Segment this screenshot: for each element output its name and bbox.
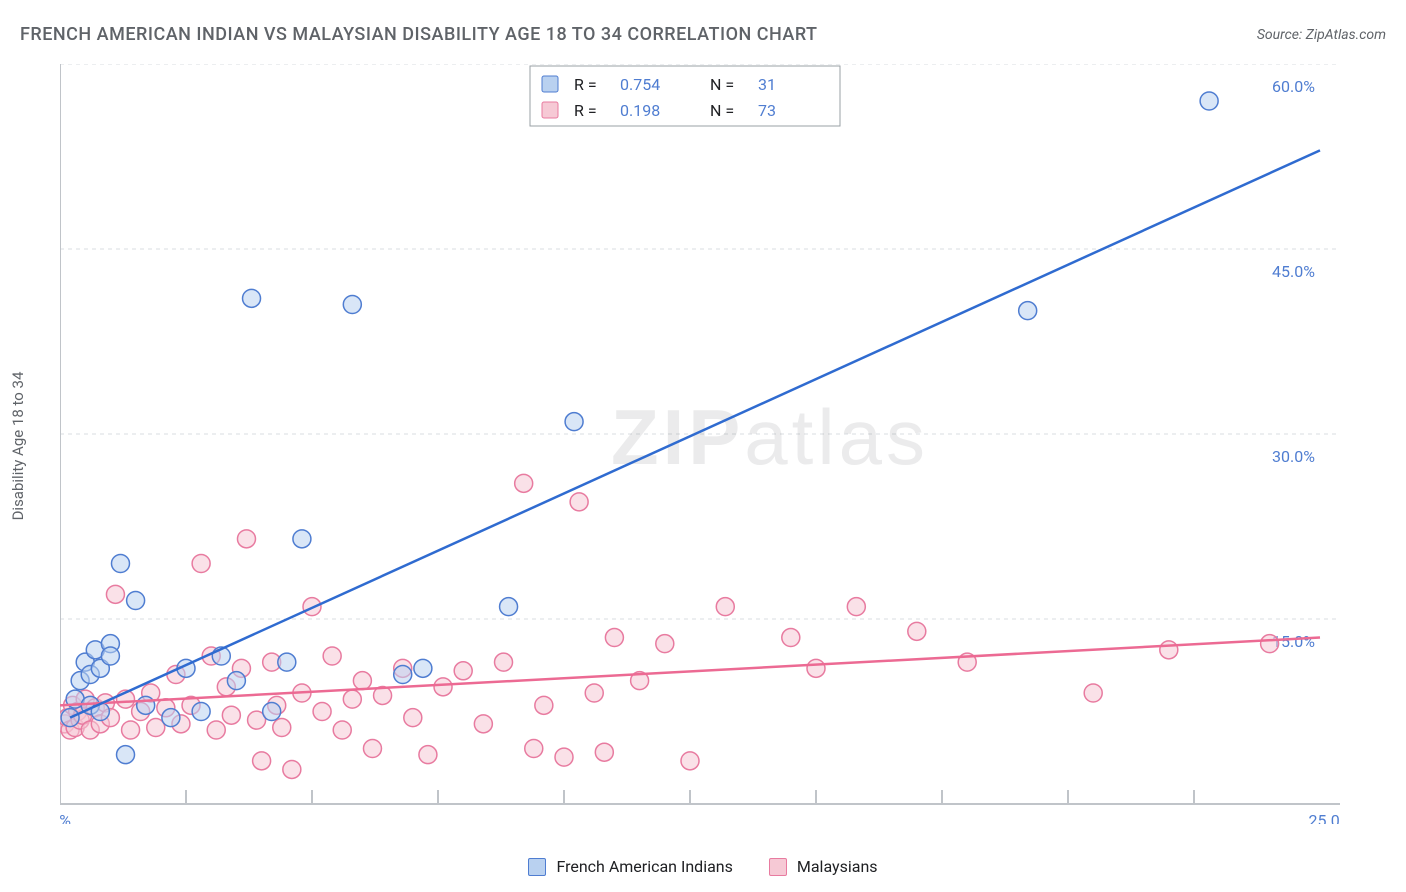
- source-name: ZipAtlas.com: [1306, 27, 1386, 43]
- scatter-point: [1160, 641, 1178, 659]
- stats-r-value: 0.754: [620, 75, 660, 94]
- stats-r-label: R =: [574, 101, 597, 120]
- source-credit: Source: ZipAtlas.com: [1257, 27, 1386, 43]
- scatter-point: [847, 598, 865, 616]
- scatter-point: [1019, 302, 1037, 320]
- scatter-point: [363, 740, 381, 758]
- scatter-point: [253, 752, 271, 770]
- y-tick-label: 45.0%: [1272, 262, 1315, 281]
- scatter-point: [404, 709, 422, 727]
- scatter-point: [192, 703, 210, 721]
- scatter-point: [807, 659, 825, 677]
- scatter-point: [207, 721, 225, 739]
- stats-swatch-icon: [542, 102, 558, 118]
- legend-item-series-a: French American Indians: [528, 857, 732, 876]
- scatter-point: [535, 696, 553, 714]
- legend-swatch-icon: [769, 858, 787, 876]
- scatter-point: [474, 715, 492, 733]
- legend-swatch-icon: [528, 858, 546, 876]
- y-tick-label: 60.0%: [1272, 77, 1315, 96]
- scatter-point: [222, 706, 240, 724]
- scatter-point: [782, 629, 800, 647]
- scatter-point: [500, 598, 518, 616]
- scatter-point: [515, 474, 533, 492]
- stats-swatch-icon: [542, 76, 558, 92]
- scatter-point: [263, 703, 281, 721]
- scatter-point: [122, 721, 140, 739]
- watermark-text: ZIPatlas: [611, 393, 929, 481]
- scatter-point: [293, 530, 311, 548]
- scatter-point: [434, 678, 452, 696]
- scatter-point: [273, 719, 291, 737]
- stats-r-label: R =: [574, 75, 597, 94]
- scatter-point: [353, 672, 371, 690]
- scatter-point: [117, 746, 135, 764]
- stats-n-value: 73: [758, 101, 776, 120]
- scatter-point: [1200, 92, 1218, 110]
- scatter-point: [555, 748, 573, 766]
- scatter-point: [681, 752, 699, 770]
- scatter-point: [495, 653, 513, 671]
- stats-r-value: 0.198: [620, 101, 660, 120]
- chart-svg: 15.0%30.0%45.0%60.0%ZIPatlas0.0%25.0%R =…: [60, 64, 1340, 824]
- stats-n-label: N =: [710, 75, 734, 94]
- scatter-point: [454, 662, 472, 680]
- chart-title: FRENCH AMERICAN INDIAN VS MALAYSIAN DISA…: [20, 24, 818, 45]
- scatter-point: [1084, 684, 1102, 702]
- stats-n-label: N =: [710, 101, 734, 120]
- scatter-point: [333, 721, 351, 739]
- scatter-point: [585, 684, 603, 702]
- scatter-point: [419, 746, 437, 764]
- legend-item-series-b: Malaysians: [769, 857, 878, 876]
- scatter-point: [343, 296, 361, 314]
- scatter-point: [716, 598, 734, 616]
- scatter-point: [595, 743, 613, 761]
- scatter-point: [111, 555, 129, 573]
- x-max-label: 25.0%: [1309, 811, 1340, 824]
- scatter-point: [570, 493, 588, 511]
- scatter-point: [343, 690, 361, 708]
- scatter-point: [1261, 635, 1279, 653]
- scatter-point: [137, 696, 155, 714]
- legend-label: Malaysians: [797, 857, 878, 876]
- scatter-point: [525, 740, 543, 758]
- scatter-point: [227, 672, 245, 690]
- scatter-point: [127, 592, 145, 610]
- scatter-point: [162, 709, 180, 727]
- scatter-point: [101, 647, 119, 665]
- scatter-point: [243, 289, 261, 307]
- scatter-point: [323, 647, 341, 665]
- scatter-point: [908, 622, 926, 640]
- x-origin-label: 0.0%: [60, 811, 71, 824]
- scatter-point: [394, 666, 412, 684]
- scatter-point: [106, 585, 124, 603]
- scatter-chart: 15.0%30.0%45.0%60.0%ZIPatlas0.0%25.0%R =…: [60, 64, 1340, 824]
- scatter-point: [605, 629, 623, 647]
- scatter-point: [192, 555, 210, 573]
- source-prefix: Source:: [1257, 27, 1306, 43]
- scatter-point: [565, 413, 583, 431]
- scatter-point: [237, 530, 255, 548]
- legend-bottom: French American Indians Malaysians: [0, 857, 1406, 876]
- y-tick-label: 30.0%: [1272, 447, 1315, 466]
- scatter-point: [313, 703, 331, 721]
- stats-n-value: 31: [758, 75, 776, 94]
- y-axis-label: Disability Age 18 to 34: [9, 372, 27, 521]
- scatter-point: [283, 760, 301, 778]
- scatter-point: [414, 659, 432, 677]
- scatter-point: [278, 653, 296, 671]
- legend-label: French American Indians: [556, 857, 732, 876]
- scatter-point: [656, 635, 674, 653]
